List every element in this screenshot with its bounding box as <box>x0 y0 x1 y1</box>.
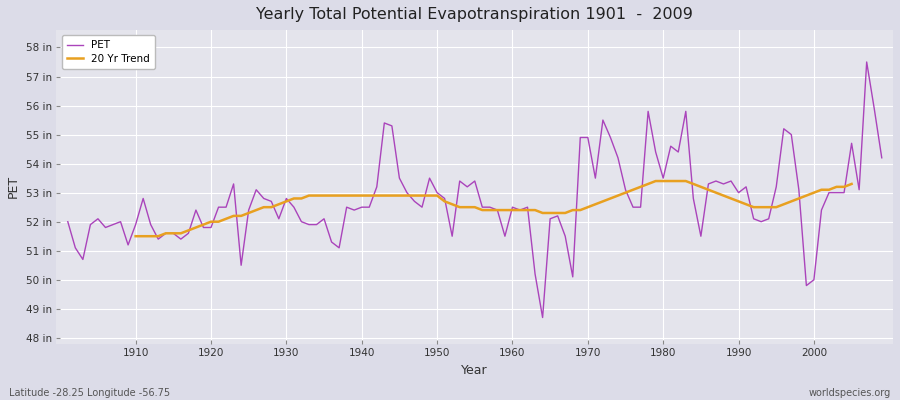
Title: Yearly Total Potential Evapotranspiration 1901  -  2009: Yearly Total Potential Evapotranspiratio… <box>256 7 693 22</box>
20 Yr Trend <box>439 199 450 204</box>
PET <box>500 234 510 239</box>
Text: Latitude -28.25 Longitude -56.75: Latitude -28.25 Longitude -56.75 <box>9 388 170 398</box>
Legend: PET, 20 Yr Trend: PET, 20 Yr Trend <box>62 35 155 69</box>
PET <box>877 156 887 160</box>
20 Yr Trend <box>846 182 857 186</box>
PET <box>334 246 345 250</box>
PET <box>289 205 300 210</box>
20 Yr Trend <box>130 234 141 239</box>
20 Yr Trend <box>334 193 345 198</box>
PET <box>507 205 517 210</box>
X-axis label: Year: Year <box>462 364 488 377</box>
PET <box>62 219 73 224</box>
Line: PET: PET <box>68 62 882 318</box>
PET <box>537 315 548 320</box>
PET <box>605 135 616 140</box>
PET <box>122 242 133 247</box>
20 Yr Trend <box>651 179 661 184</box>
Y-axis label: PET: PET <box>7 175 20 198</box>
20 Yr Trend <box>515 208 526 212</box>
20 Yr Trend <box>492 208 503 212</box>
Text: worldspecies.org: worldspecies.org <box>809 388 891 398</box>
Line: 20 Yr Trend: 20 Yr Trend <box>136 181 851 236</box>
20 Yr Trend <box>229 214 239 218</box>
PET <box>861 60 872 64</box>
20 Yr Trend <box>794 196 805 201</box>
